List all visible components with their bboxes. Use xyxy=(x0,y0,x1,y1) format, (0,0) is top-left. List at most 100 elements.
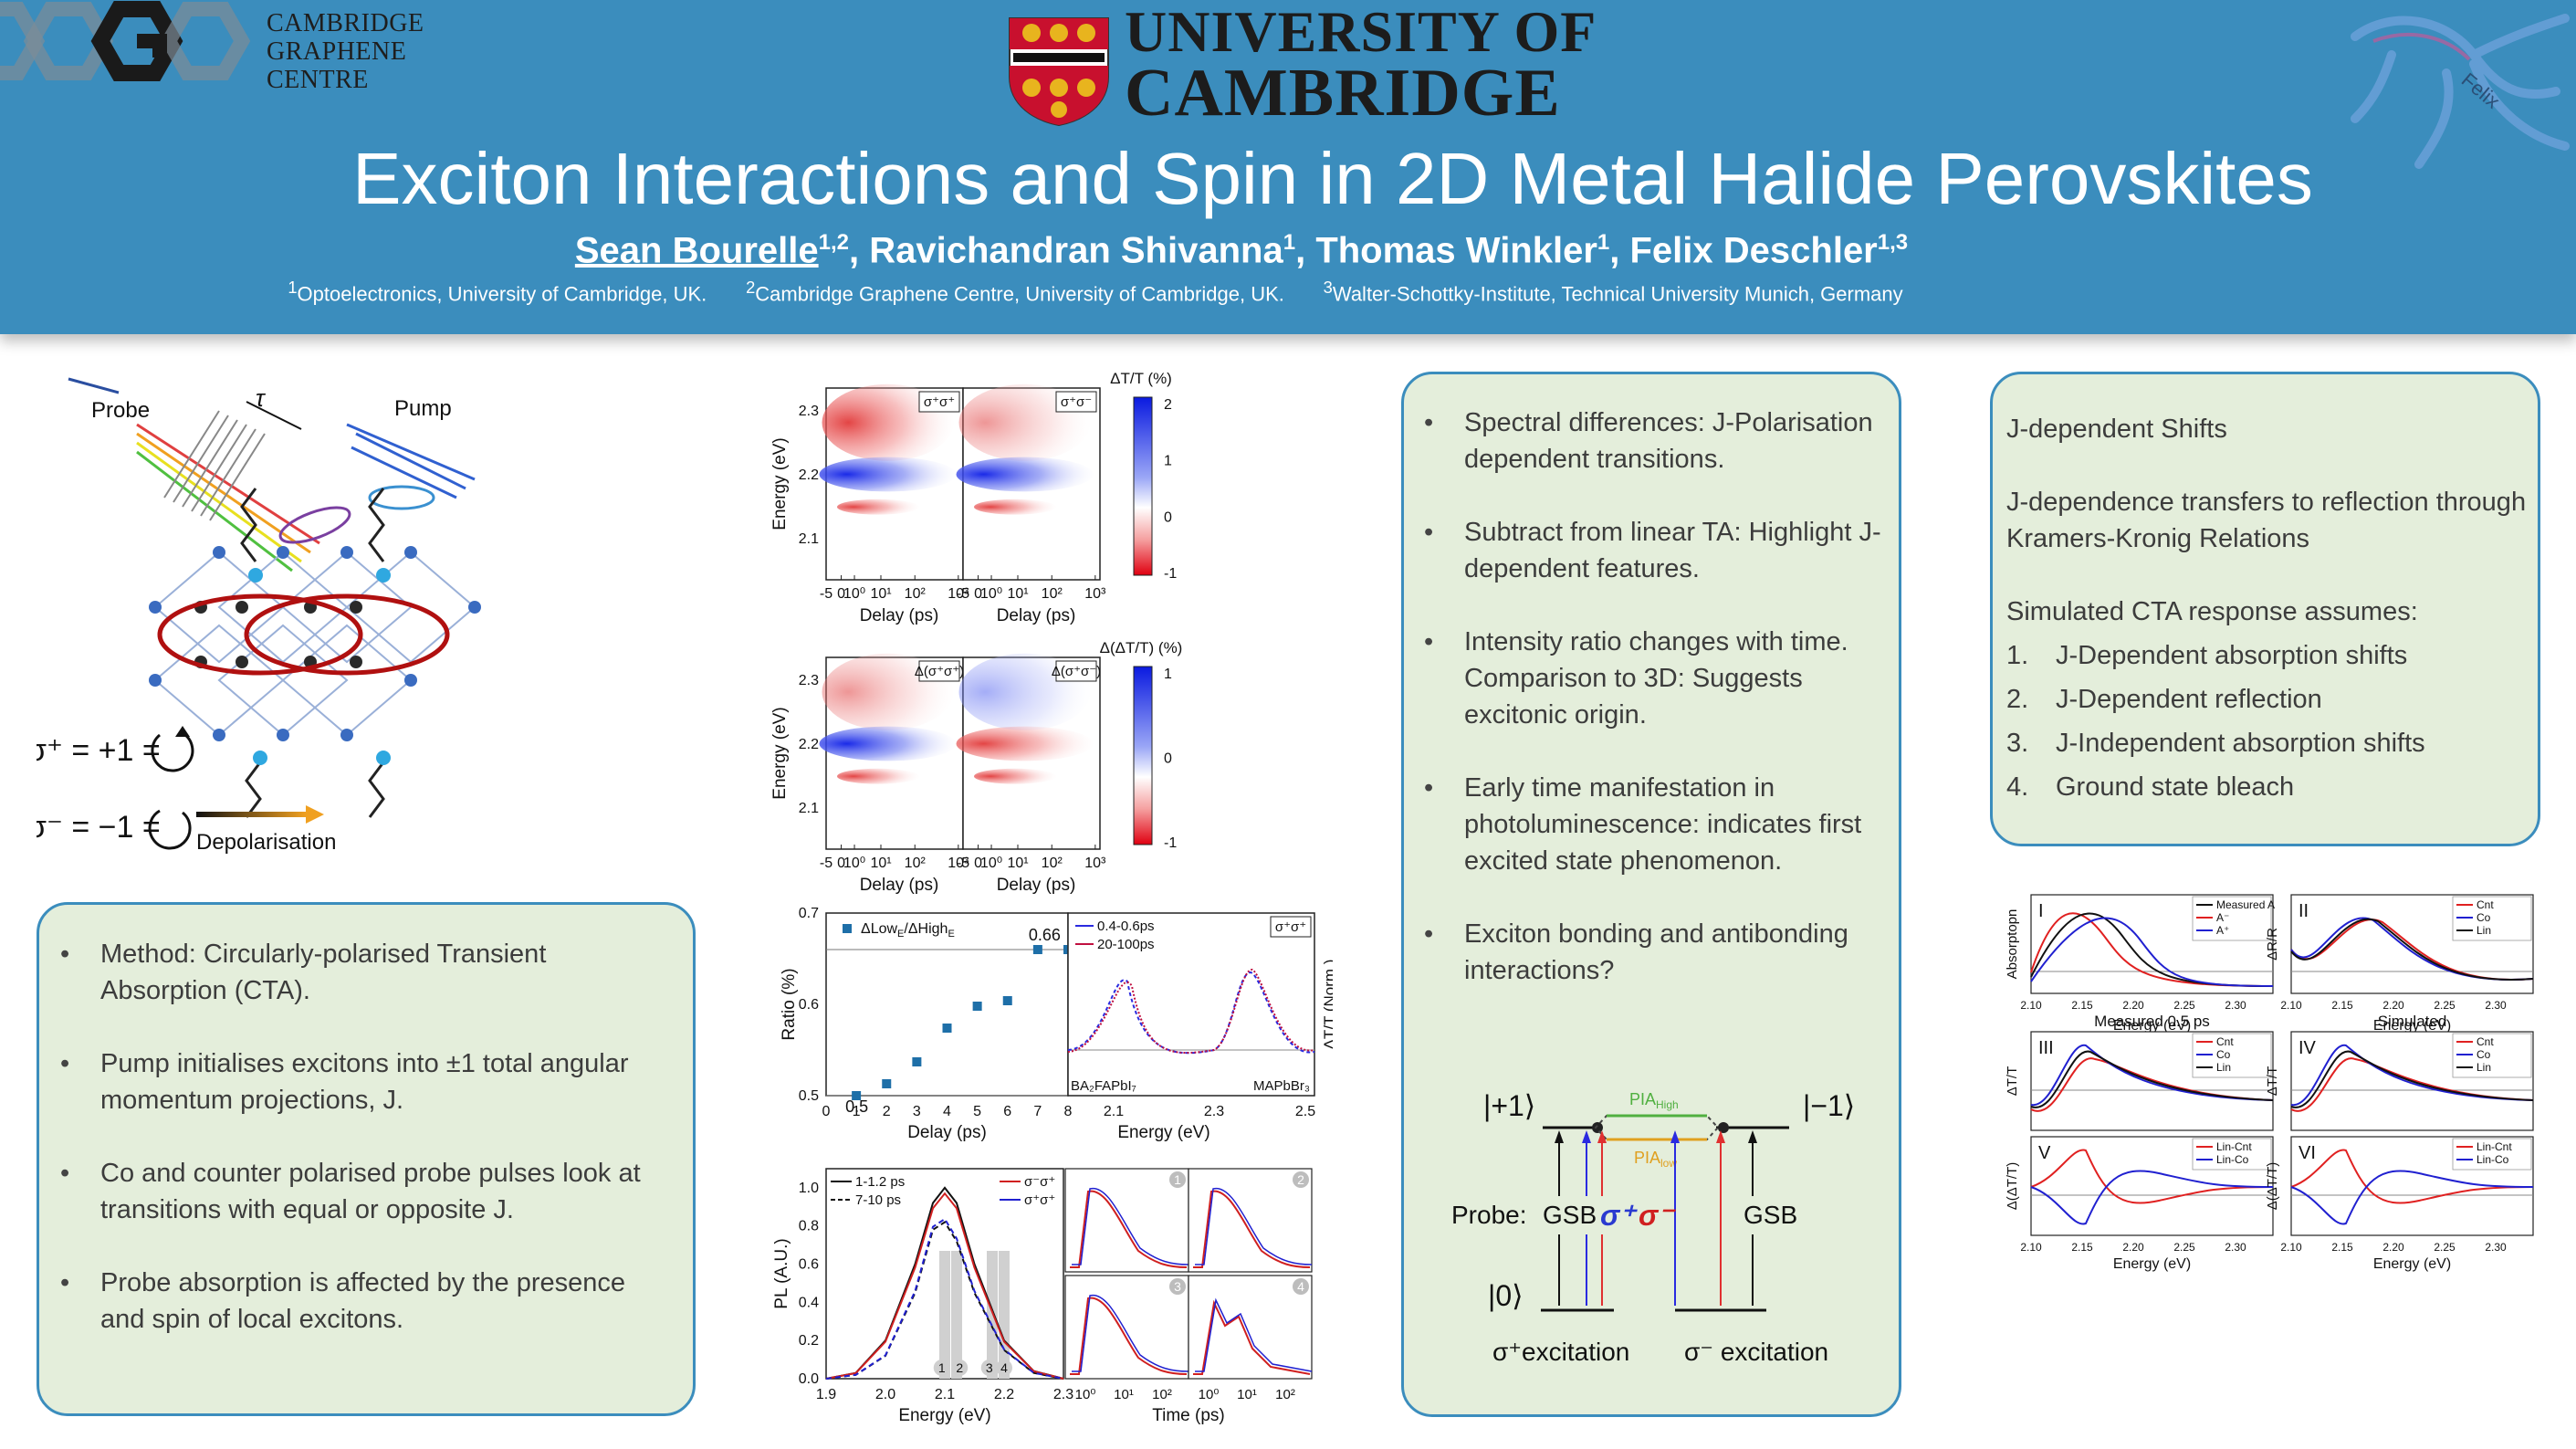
series-line xyxy=(825,1192,1064,1380)
panel-roman: III xyxy=(2038,1038,2054,1058)
gsb-right-label: GSB xyxy=(1744,1201,1797,1229)
author-name: Ravichandran Shivanna xyxy=(869,230,1283,271)
legend-entry: 1-1.2 ps xyxy=(855,1174,905,1190)
panel-label: Δ(σ⁺σ⁻) xyxy=(1052,664,1101,679)
x-tick-label: 0 xyxy=(974,856,982,871)
series-line xyxy=(2290,1149,2534,1204)
x-axis-label: Delay (ps) xyxy=(997,876,1076,895)
legend-entry: Cnt xyxy=(2477,1035,2494,1048)
series-line xyxy=(825,1221,1064,1380)
legend-entry: Lin-Co xyxy=(2477,1153,2509,1166)
x-tick-label: 2.1 xyxy=(1104,1104,1124,1119)
x-tick-label: 1 xyxy=(853,1104,861,1119)
annotation: 0.5 xyxy=(845,1097,868,1116)
panel-label-box xyxy=(1055,391,1097,413)
heatmap-low-band xyxy=(974,768,1056,784)
x-axis-label: Energy (eV) xyxy=(2373,1018,2451,1034)
data-point xyxy=(912,1057,922,1066)
pia-high-label: PIAHigh xyxy=(1629,1090,1679,1111)
colorbar-label: ΔT/T (%) xyxy=(1110,370,1172,387)
legend-entry: σ⁺σ⁺ xyxy=(1024,1192,1055,1208)
y-tick-label: 0.6 xyxy=(799,1257,819,1273)
x-tick-label: 10³ xyxy=(948,586,969,602)
method-bullet: Co and counter polarised probe pulses lo… xyxy=(49,1155,670,1228)
state-plus-one: |+1⟩ xyxy=(1483,1089,1535,1122)
panel-roman: I xyxy=(2038,901,2044,921)
heatmap-low-band xyxy=(974,499,1056,515)
annotation: MAPbBr₃ xyxy=(1253,1078,1310,1094)
y-axis-label: Absorptopn xyxy=(2005,909,2020,980)
x-tick-label: 1.9 xyxy=(816,1387,836,1402)
panel-label-box xyxy=(1055,660,1097,682)
x-tick-label: 10¹ xyxy=(1237,1387,1257,1402)
x-tick-label: 2.15 xyxy=(2071,999,2093,1012)
legend-entry: 20-100ps xyxy=(1097,937,1155,952)
series-line xyxy=(2290,918,2534,981)
method-bullet: Probe absorption is affected by the pres… xyxy=(49,1265,670,1338)
x-tick-label: 2.10 xyxy=(2020,999,2042,1012)
panel-label: σ⁺σ⁻ xyxy=(1061,394,1092,410)
graphene-centre-logo xyxy=(0,1,251,81)
x-tick-label: 2.25 xyxy=(2434,999,2456,1012)
x-tick-label: 0 xyxy=(822,1104,831,1119)
x-axis-label: Delay (ps) xyxy=(860,876,939,895)
scatter-plot-area xyxy=(825,912,1069,1097)
x-tick-label: 10² xyxy=(1152,1387,1172,1402)
y-tick-label: 2.1 xyxy=(799,801,819,816)
y-axis-label: ΔT/T xyxy=(2005,1066,2020,1097)
colorbar-tick: -1 xyxy=(1164,835,1177,851)
panel-roman: IV xyxy=(2299,1038,2317,1058)
sigma-minus-probe: σ⁻ xyxy=(1639,1199,1676,1232)
marker-circle xyxy=(951,1360,969,1376)
panel-label-box xyxy=(918,391,960,413)
legend-part: ΔLow xyxy=(861,921,897,937)
university-shield-icon xyxy=(1009,17,1109,127)
assumption-item: Ground state bleach xyxy=(2056,772,2295,802)
x-tick-label: 7 xyxy=(1033,1104,1042,1119)
panel-roman: V xyxy=(2038,1143,2051,1163)
x-tick-label: 4 xyxy=(943,1104,951,1119)
series-line xyxy=(2030,1050,2274,1108)
author-name: Felix Deschler xyxy=(1629,230,1878,271)
legend-part: /ΔHigh xyxy=(904,921,948,937)
legend-entry: Cnt xyxy=(2216,1035,2234,1048)
data-point xyxy=(1002,996,1012,1005)
y-axis-label: Ratio (%) xyxy=(780,968,799,1040)
assumption-item: J-Dependent absorption shifts xyxy=(2056,641,2408,670)
probe-label: Probe: xyxy=(1451,1201,1527,1229)
x-tick-label: 2.25 xyxy=(2173,999,2195,1012)
colorbar-tick: 0 xyxy=(1164,751,1172,767)
assumption-item: J-Dependent reflection xyxy=(2056,685,2322,714)
sigma-minus-excitation: σ⁻ excitation xyxy=(1684,1338,1828,1366)
legend-entry: σ⁻σ⁺ xyxy=(1024,1174,1055,1190)
panel-number: 2 xyxy=(1297,1172,1304,1187)
legend-entry: A⁺ xyxy=(2216,924,2229,937)
y-tick-label: 0.2 xyxy=(799,1333,819,1349)
y-tick-label: 2.2 xyxy=(799,467,819,483)
series-line xyxy=(1070,1297,1188,1375)
x-tick-label: 2.20 xyxy=(2382,1241,2404,1254)
data-point xyxy=(882,1079,892,1088)
data-point xyxy=(942,1024,952,1033)
author-name: Sean Bourelle xyxy=(574,230,819,271)
x-tick-label: 2.10 xyxy=(2280,999,2302,1012)
legend-entry: Measured A xyxy=(2216,898,2275,911)
marker-label: 1 xyxy=(938,1360,946,1375)
method-bullet: Pump initialises excitons into ±1 total … xyxy=(49,1045,670,1118)
legend-entry: Lin-Cnt xyxy=(2477,1140,2512,1153)
x-tick-label: 2.5 xyxy=(1295,1104,1315,1119)
x-tick-label: 10⁰ xyxy=(1199,1387,1220,1402)
y-tick-label: 2.3 xyxy=(799,673,819,688)
y-tick-label: 2.2 xyxy=(799,737,819,752)
legend-entry: ΔLowE/ΔHighE xyxy=(861,921,955,940)
legend-entry: Co xyxy=(2477,1048,2491,1061)
x-tick-label: 10⁰ xyxy=(1075,1387,1096,1402)
legend-entry: 7-10 ps xyxy=(855,1192,901,1208)
marker-circle xyxy=(933,1360,950,1376)
panel-label-box xyxy=(918,660,960,682)
transient-panel xyxy=(1188,1275,1313,1380)
y-tick-label: 0.6 xyxy=(799,997,819,1013)
x-axis-label: Delay (ps) xyxy=(907,1123,987,1142)
panel-roman: II xyxy=(2299,901,2309,921)
y-tick-label: 1.0 xyxy=(799,1181,819,1196)
